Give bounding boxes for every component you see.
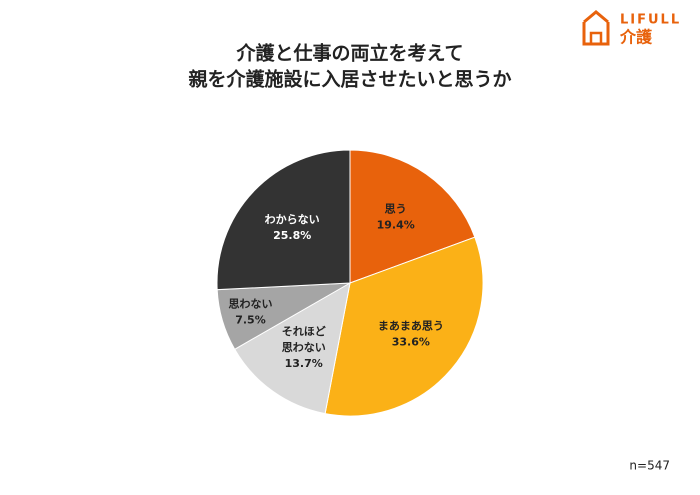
slice-label-line: まあまあ思う — [378, 320, 444, 333]
slice-label-line: 思わない — [282, 341, 326, 354]
value-label: 7.5% — [235, 313, 266, 326]
logo-sub: 介護 — [619, 28, 653, 47]
chart-title: 親を介護施設に入居させたいと思うか — [188, 68, 511, 91]
logo-icon — [582, 10, 610, 46]
slice-label: まあまあ思う — [378, 320, 444, 333]
slice-label-line: 思わない — [228, 297, 272, 310]
slice-label: 思わない — [228, 297, 272, 310]
pie: 思う19.4%まあまあ思う33.6%それほど思わない13.7%思わない7.5%わ… — [216, 149, 484, 417]
value-label: 25.8% — [273, 229, 311, 242]
value-label: 13.7% — [285, 357, 323, 370]
sample-size: n=547 — [629, 459, 670, 473]
logo-brand: LIFULL — [620, 13, 681, 28]
pie-slice — [349, 149, 476, 284]
slice-label: わからない — [265, 213, 320, 226]
slice-label-line: わからない — [265, 213, 320, 226]
value-label: 19.4% — [377, 219, 415, 232]
logo: LIFULL 介護 — [582, 10, 681, 47]
slice-label: 思う — [385, 203, 407, 216]
pie-slice — [233, 282, 351, 415]
logo-icon-door — [589, 31, 603, 44]
slice-label-line: 思う — [385, 203, 407, 216]
pie-slice — [324, 236, 484, 417]
value-label: 33.6% — [392, 336, 430, 349]
slice-label-line: それほど — [282, 325, 326, 338]
pie-slice — [216, 149, 351, 291]
chart-title: 介護と仕事の両立を考えて — [235, 42, 463, 65]
slice-label: それほど思わない — [282, 325, 326, 354]
